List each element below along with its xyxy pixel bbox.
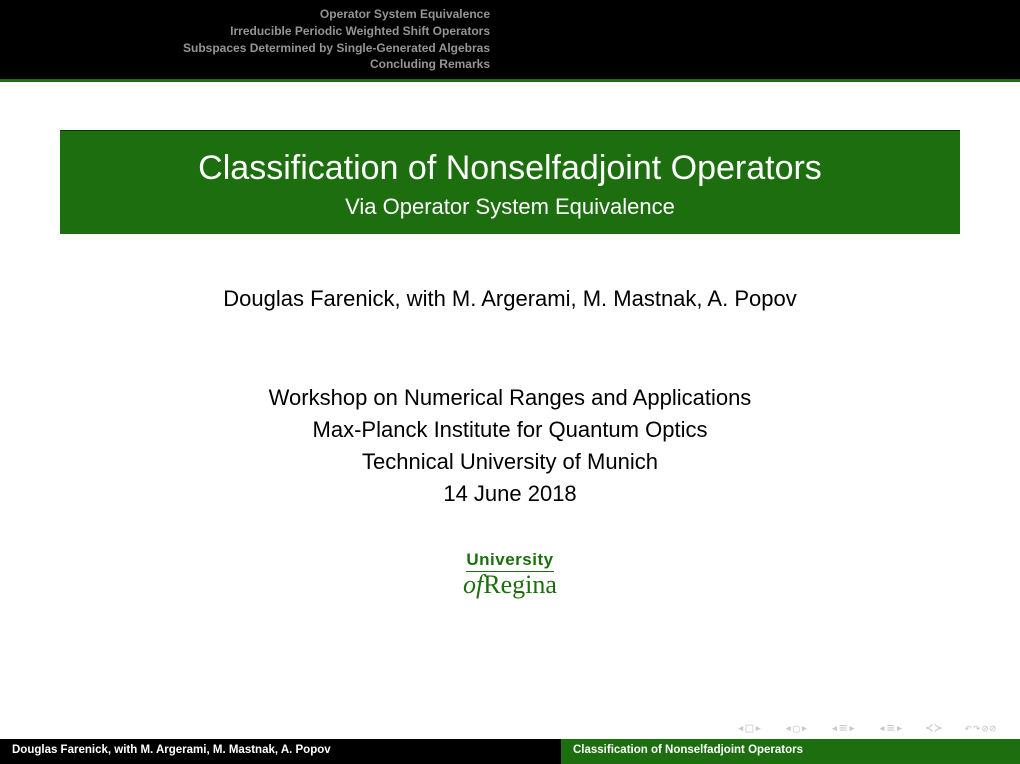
slide-body: Classification of Nonselfadjoint Operato…	[0, 82, 1020, 600]
section-icon[interactable]	[887, 721, 895, 736]
search-icon[interactable]	[989, 721, 996, 736]
event-date: 14 June 2018	[0, 478, 1020, 510]
next-frame-icon[interactable]	[801, 721, 809, 736]
prev-frame-icon[interactable]	[784, 721, 792, 736]
event-institute: Max-Planck Institute for Quantum Optics	[0, 414, 1020, 446]
undo-icon[interactable]	[964, 721, 972, 736]
nav-section-item[interactable]: Irreducible Periodic Weighted Shift Oper…	[0, 23, 490, 40]
logo-university-text: University	[466, 550, 553, 572]
nav-section-item[interactable]: Concluding Remarks	[0, 56, 490, 73]
footer-title: Classification of Nonselfadjoint Operato…	[561, 739, 1020, 764]
event-university: Technical University of Munich	[0, 446, 1020, 478]
next-slide-icon[interactable]	[754, 721, 762, 736]
next-subsection-icon[interactable]	[848, 721, 856, 736]
title-block: Classification of Nonselfadjoint Operato…	[60, 130, 960, 234]
footer-authors: Douglas Farenick, with M. Argerami, M. M…	[0, 739, 561, 764]
prev-subsection-icon[interactable]	[830, 721, 838, 736]
prev-slide-icon[interactable]	[737, 721, 745, 736]
nav-frame-controls[interactable]	[784, 721, 808, 736]
slide-icon[interactable]	[746, 721, 754, 736]
nav-slide-controls[interactable]	[737, 721, 762, 736]
authors-line: Douglas Farenick, with M. Argerami, M. M…	[0, 286, 1020, 312]
subsection-icon[interactable]	[839, 721, 847, 736]
nav-subsection-controls[interactable]	[830, 721, 855, 736]
logo-regina-text: ofRegina	[463, 570, 557, 600]
event-workshop: Workshop on Numerical Ranges and Applica…	[0, 382, 1020, 414]
presentation-subtitle: Via Operator System Equivalence	[80, 194, 940, 220]
search-icon[interactable]	[982, 721, 989, 736]
header-navigation: Operator System Equivalence Irreducible …	[0, 0, 1020, 82]
nav-section-list: Operator System Equivalence Irreducible …	[0, 6, 1020, 73]
nav-appendix-controls[interactable]: ↷	[964, 721, 996, 736]
footer-bar: Douglas Farenick, with M. Argerami, M. M…	[0, 739, 1020, 764]
next-section-icon[interactable]	[896, 721, 904, 736]
nav-back-forward[interactable]: ≻	[925, 721, 942, 736]
nav-section-item[interactable]: Operator System Equivalence	[0, 6, 490, 23]
redo-icon[interactable]: ↷	[973, 721, 981, 736]
frame-icon[interactable]	[793, 721, 800, 736]
event-info: Workshop on Numerical Ranges and Applica…	[0, 382, 1020, 510]
nav-section-controls[interactable]	[878, 721, 903, 736]
presentation-title: Classification of Nonselfadjoint Operato…	[80, 149, 940, 188]
nav-section-item[interactable]: Subspaces Determined by Single-Generated…	[0, 40, 490, 57]
institution-logo: University ofRegina	[0, 550, 1020, 600]
back-icon[interactable]	[925, 721, 933, 736]
forward-icon[interactable]: ≻	[934, 721, 942, 736]
beamer-navigation: ≻ ↷	[737, 721, 996, 736]
prev-section-icon[interactable]	[878, 721, 886, 736]
